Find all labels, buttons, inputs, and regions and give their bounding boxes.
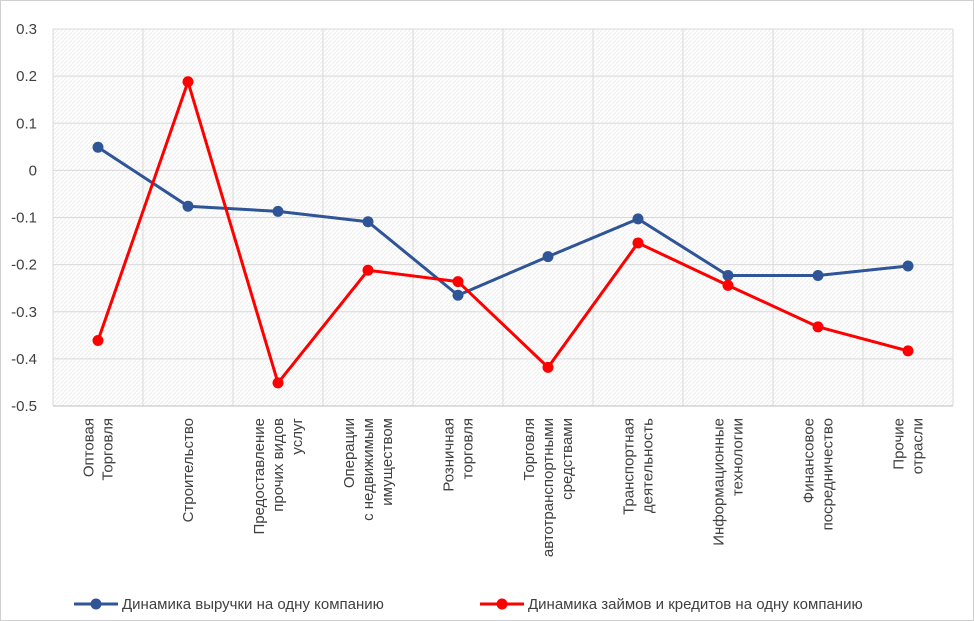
x-tick-label: Финансовое посредничество [801,418,837,530]
x-tick-label: Прочие отрасли [891,418,927,474]
data-point [812,321,824,333]
y-tick-label: -0.1 [11,210,37,227]
x-tick-label-line: с недвижимым [360,418,377,521]
x-tick-label-line: Предоставление [251,418,268,535]
legend: Динамика выручки на одну компанию Динамик… [74,596,863,613]
data-point [92,141,104,153]
x-tick-label-line: Оптовая [81,418,98,477]
x-tick-label-line: Операции [341,418,358,488]
x-tick-label-line: имуществом [379,418,396,506]
series-line [97,146,909,297]
x-tick-label-line: Торговля [100,418,117,481]
y-tick-label: -0.4 [11,351,37,368]
x-tick-label-line: Торговля [521,418,538,481]
data-point [722,279,734,291]
x-tick-label-line: торговля [460,418,477,479]
y-tick-label: 0.2 [16,68,37,85]
data-point [542,361,554,373]
x-tick-label: Информационные технологии [711,418,747,546]
x-tick-label: Строительство [180,418,197,522]
x-tick-label-line: Прочие [891,418,908,470]
data-point [362,216,374,228]
x-tick-label: Розничная торговля [441,418,477,492]
series-group [92,76,914,389]
data-point [452,276,464,288]
x-tick-label: Транспортная деятельность [621,418,657,515]
y-axis-ticks: 0.3 0.2 0.1 0 -0.1 -0.2 -0.3 -0.4 -0.5 [11,21,37,415]
data-point [632,237,644,249]
data-point [812,269,824,281]
y-tick-label: -0.3 [11,304,37,321]
x-tick-label-line: Финансовое [801,418,818,503]
x-tick-label-line: средствами [559,418,576,500]
y-tick-label: 0.1 [16,115,37,132]
data-point [902,345,914,357]
x-tick-label: Оптовая Торговля [81,418,117,481]
x-tick-label-line: Строительство [180,418,197,522]
x-tick-label-line: технологии [730,418,747,496]
legend-label: Динамика выручки на одну компанию [122,596,384,613]
data-point [92,334,104,346]
y-tick-label: 0.3 [16,21,37,38]
x-tick-label: Торговля автотранспортными средствами [521,418,576,557]
data-point [632,213,644,225]
x-tick-label-line: услуг [289,417,306,454]
x-tick-label-line: Информационные [711,418,728,546]
legend-marker [496,598,508,610]
y-tick-label: -0.2 [11,257,37,274]
series-line [96,80,909,385]
x-tick-label-line: Транспортная [621,418,638,515]
x-axis-categories: Оптовая Торговля Строительство Предоставлен… [81,417,927,557]
gridlines [52,28,954,407]
x-tick-label-line: посредничество [820,418,837,530]
data-point [362,264,374,276]
legend-marker [90,598,102,610]
x-tick-label-line: автотранспортными [540,418,557,557]
data-point [542,251,554,263]
y-tick-label: -0.5 [11,398,37,415]
data-point [182,76,194,88]
data-point [452,289,464,301]
y-tick-label: 0 [29,162,37,179]
data-point [902,260,914,272]
x-tick-label-line: Розничная [441,418,458,492]
data-point [272,377,284,389]
x-tick-label-line: деятельность [640,418,657,513]
data-point [722,269,734,281]
x-tick-label-line: отрасли [910,418,927,474]
x-tick-label: Операции с недвижимым имуществом [341,418,396,521]
data-point [182,200,194,212]
x-tick-label-line: прочих видов [270,418,287,512]
legend-label: Динамика займов и кредитов на одну компа… [528,596,863,613]
data-point [272,205,284,217]
x-tick-label: Предоставление прочих видов услуг [251,417,306,534]
